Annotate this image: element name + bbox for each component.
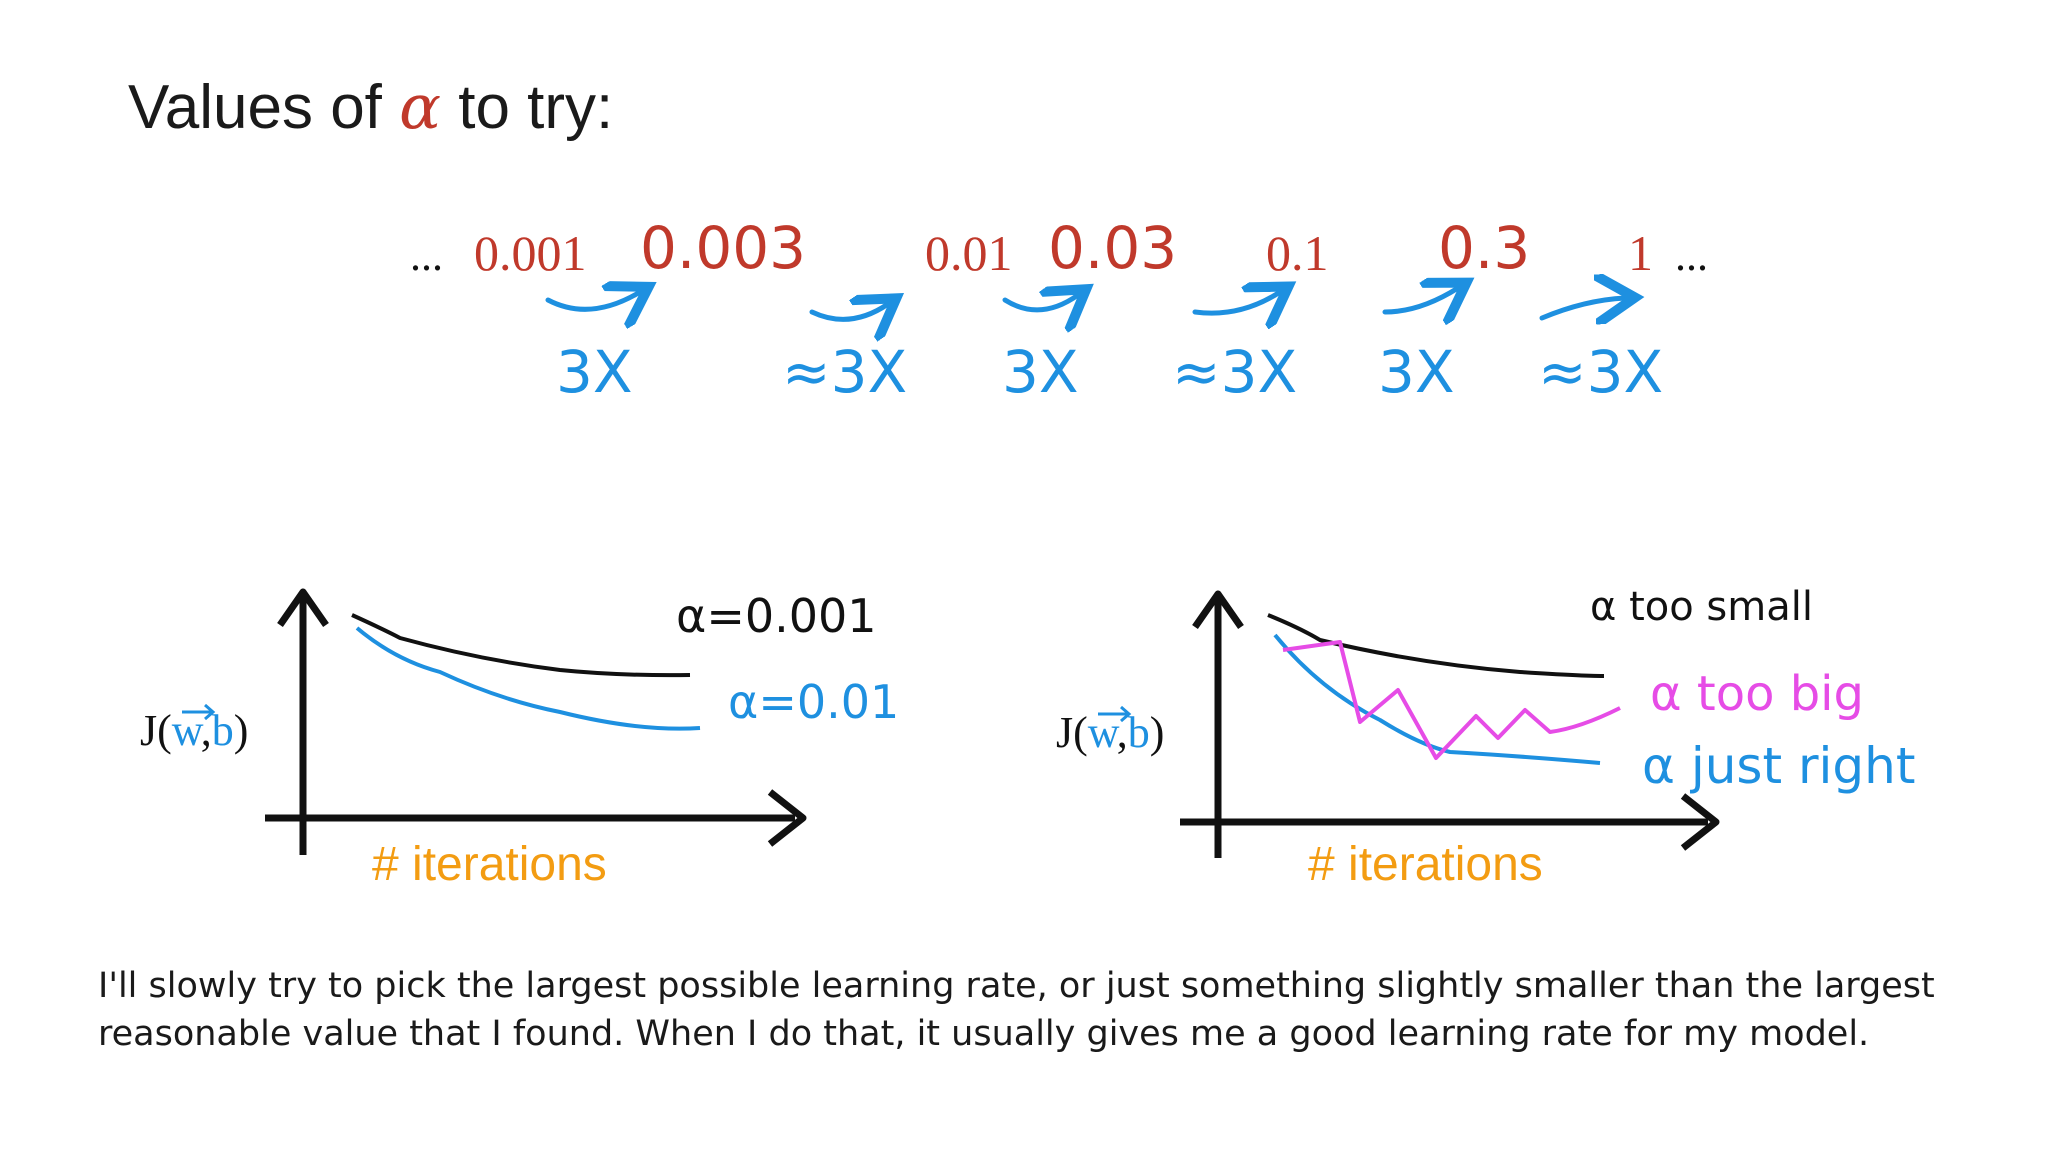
multiplier-label-3: ≈3X: [1172, 338, 1297, 406]
slide-title: Values of α to try:: [128, 70, 613, 143]
plot-left: α=0.001 α=0.01 J(w,b) # iterations: [140, 588, 899, 891]
sequence-value-4: 0.1: [1266, 225, 1329, 281]
x-axis-arrow-icon: [1680, 793, 1720, 851]
curve-label-too-small: α too small: [1590, 584, 1813, 630]
curve-label-too-big: α too big: [1650, 666, 1864, 722]
arrow-icon: [1382, 288, 1458, 312]
curve-alpha-too-small: [1267, 613, 1605, 678]
plot-right: α too small α too big α just right J(w,b…: [1056, 584, 1915, 891]
sequence-value-3: 0.03: [1048, 214, 1177, 282]
curve-label-alpha-0001: α=0.001: [676, 589, 877, 643]
curve-label-just-right: α just right: [1642, 737, 1915, 795]
multiplier-label-5: ≈3X: [1538, 338, 1663, 406]
sequence-value-6: 1: [1628, 225, 1653, 281]
multiplier-label-4: 3X: [1378, 338, 1455, 406]
title-alpha-symbol: α: [399, 70, 442, 143]
title-suffix: to try:: [458, 73, 614, 142]
curve-alpha-just-right: [1273, 633, 1601, 765]
multiplier-label-0: 3X: [556, 338, 633, 406]
arrow-icon: [1539, 298, 1625, 318]
alpha-sequence: ... 0.001 0.003 0.01 0.03 0.1 0.3 1 ...: [410, 214, 1708, 282]
sequence-value-2: 0.01: [925, 225, 1013, 281]
multiplier-arrows: [545, 288, 1625, 319]
multiplier-labels: 3X ≈3X 3X ≈3X 3X ≈3X: [556, 338, 1663, 406]
y-axis-label: J(w,b): [1056, 708, 1164, 757]
title-prefix: Values of: [128, 73, 382, 142]
curve-alpha-medium: [355, 626, 701, 731]
arrow-icon: [809, 304, 888, 319]
sequence-value-1: 0.003: [640, 214, 806, 282]
curve-label-alpha-001: α=0.01: [728, 675, 899, 729]
sequence-value-0: 0.001: [474, 225, 587, 281]
x-axis-arrow-icon: [767, 789, 807, 847]
vector-arrow-icon: [182, 703, 216, 721]
y-axis-label: J(w,b): [140, 706, 248, 755]
multiplier-label-1: ≈3X: [782, 338, 907, 406]
arrow-icon: [545, 292, 640, 309]
x-axis-label: # iterations: [372, 838, 607, 891]
arrow-icon: [1002, 295, 1078, 310]
curve-alpha-too-big: [1282, 640, 1621, 760]
subtitle-caption: I'll slowly try to pick the largest poss…: [98, 966, 1935, 1054]
sequence-value-5: 0.3: [1438, 214, 1530, 282]
sequence-leading-dots: ...: [410, 231, 443, 280]
arrow-icon: [1192, 292, 1280, 313]
multiplier-label-2: 3X: [1002, 338, 1079, 406]
curve-alpha-small: [351, 613, 691, 678]
y-axis-arrow-icon: [1192, 590, 1244, 630]
x-axis-label: # iterations: [1308, 838, 1543, 891]
y-axis-arrow-icon: [277, 588, 329, 628]
sequence-trailing-dots: ...: [1675, 231, 1708, 280]
vector-arrow-icon: [1098, 705, 1132, 723]
